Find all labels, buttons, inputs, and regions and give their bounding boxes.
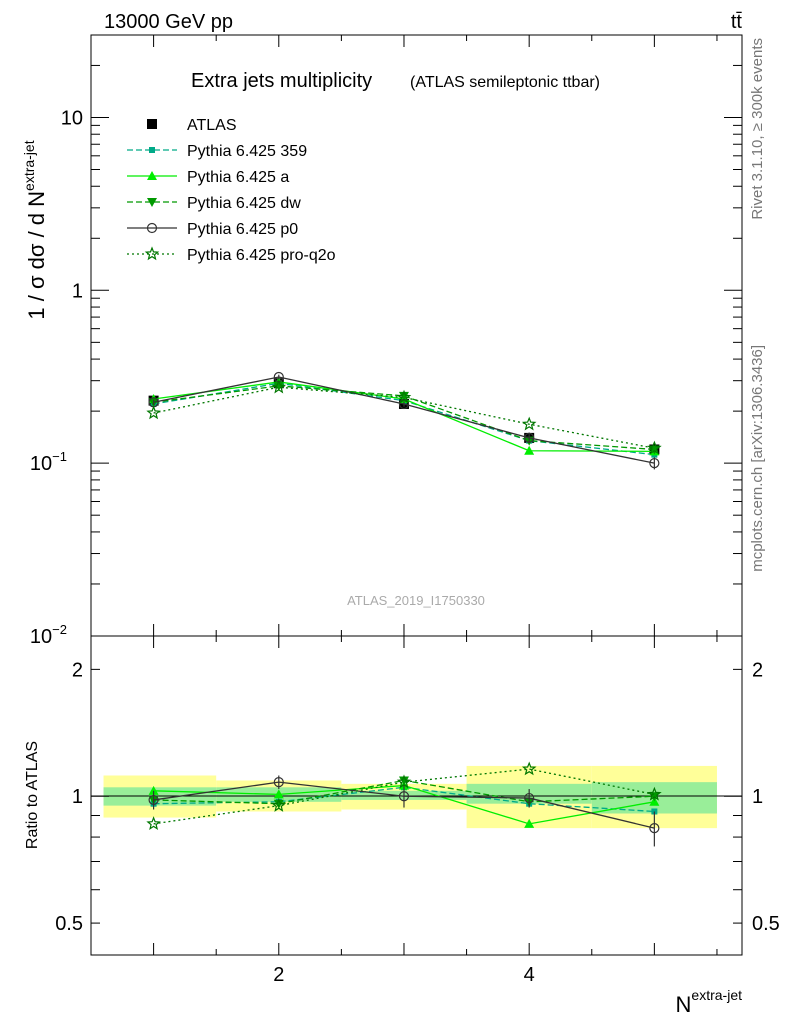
x-tick-label: 4 [524, 964, 535, 986]
chart-title: Extra jets multiplicity [191, 70, 372, 92]
x-axis-label-text: N [676, 992, 692, 1017]
main-series-line-3 [153, 385, 655, 451]
main-y-axis-label: 1 / σ dσ / d Nextra-jet [21, 140, 49, 319]
ratio-tick-group: 2 4 2 2 1 1 0.5 0.5 [55, 636, 780, 986]
main-y-axis-label-sup: extra-jet [21, 140, 37, 191]
main-point-2 [524, 445, 535, 455]
main-y-tick-label: 1 [72, 280, 83, 302]
legend-label: Pythia 6.425 359 [187, 143, 307, 160]
main-series-group [146, 371, 662, 470]
watermark-label: ATLAS_2019_I1750330 [347, 593, 485, 608]
ratio-point-4 [146, 816, 161, 831]
x-axis-label-sup: extra-jet [691, 987, 742, 1003]
legend-marker [147, 198, 157, 207]
ratio-y-tick-label: 1 [72, 786, 83, 808]
ratio-y-tick-label-right: 0.5 [752, 913, 780, 935]
ratio-band-group [103, 765, 717, 829]
main-y-tick-label-base: 10 [30, 626, 52, 648]
ratio-y-tick-label-base: 1 [72, 786, 83, 808]
ratio-y-tick-label: 0.5 [55, 913, 83, 935]
legend-label: Pythia 6.425 dw [187, 195, 301, 212]
main-y-tick-label-base: 10 [30, 453, 52, 475]
ratio-point-3 [649, 823, 660, 834]
ratio-point-2 [273, 799, 284, 809]
ratio-point-1 [273, 789, 284, 799]
svg-text:1 / σ dσ / d Nextra-jet: 1 / σ dσ / d Nextra-jet [21, 140, 49, 319]
main-point-4 [649, 458, 660, 469]
legend-marker [149, 147, 155, 153]
ratio-point-4 [396, 774, 412, 789]
x-tick-label: 2 [273, 964, 284, 986]
ratio-y-tick-label-right: 2 [752, 659, 763, 681]
ratio-series-group [146, 761, 662, 847]
ratio-point-3 [273, 777, 284, 788]
main-y-tick-label: 10−2 [30, 622, 67, 648]
legend-marker [147, 119, 157, 129]
ratio-y-tick-label: 2 [72, 659, 83, 681]
ratio-point-4 [271, 797, 287, 812]
ratio-panel: 2 4 2 2 1 1 0.5 0.5 Ratio to ATLAS [24, 635, 780, 986]
main-point-5 [271, 379, 287, 394]
legend-label: ATLAS [187, 117, 237, 134]
main-point-5 [396, 389, 412, 404]
header-energy-label: 13000 GeV pp [104, 11, 233, 33]
main-y-tick-label-exp: −1 [52, 449, 67, 464]
ratio-y-tick-label-base: 2 [72, 659, 83, 681]
main-y-axis-label-text: 1 / σ dσ / d N [24, 191, 49, 320]
main-point-3 [398, 391, 409, 401]
legend: ATLAS Pythia 6.425 359 Pythia 6.425 a Pythi… [127, 117, 336, 264]
legend-label: Pythia 6.425 p0 [187, 221, 298, 238]
ratio-point-3 [524, 792, 535, 804]
ratio-point-4 [521, 761, 537, 776]
ratio-point-1 [649, 796, 660, 806]
main-y-tick-label-base: 1 [72, 280, 83, 302]
header-process-label: tt̄ [731, 11, 743, 33]
legend-marker [147, 171, 157, 180]
ratio-y-tick-label-base: 0.5 [55, 913, 83, 935]
ratio-point-3 [148, 794, 159, 806]
main-series-line-5 [153, 386, 655, 449]
main-point-5 [146, 405, 161, 420]
ratio-y-axis-label: Ratio to ATLAS [24, 741, 41, 849]
main-point-5 [521, 416, 537, 431]
legend-marker [144, 246, 160, 261]
rivet-version-label: Rivet 3.1.10, ≥ 300k events [749, 38, 766, 220]
ratio-y-tick-label-right: 1 [752, 786, 763, 808]
main-y-tick-label: 10−1 [30, 449, 67, 475]
ratio-point-4 [647, 786, 662, 801]
x-axis-label: Nextra-jet [676, 987, 743, 1017]
ratio-point-1 [148, 785, 159, 795]
ratio-point-2 [398, 776, 409, 786]
main-point-5 [647, 440, 662, 455]
main-point-4 [524, 432, 535, 443]
legend-marker [146, 222, 158, 234]
main-y-tick-label-exp: −2 [52, 622, 67, 637]
main-y-tick-label: 10 [61, 107, 83, 129]
mcplots-source-label: mcplots.cern.ch [arXiv:1306.3436] [749, 345, 766, 572]
main-y-tick-label-base: 10 [61, 107, 83, 129]
ratio-point-3 [398, 791, 410, 802]
ratio-point-1 [524, 818, 535, 828]
chart-subtitle: (ATLAS semileptonic ttbar) [410, 74, 600, 91]
main-point-3 [273, 381, 284, 391]
legend-label: Pythia 6.425 a [187, 169, 289, 186]
legend-label: Pythia 6.425 pro-q2o [187, 247, 336, 264]
